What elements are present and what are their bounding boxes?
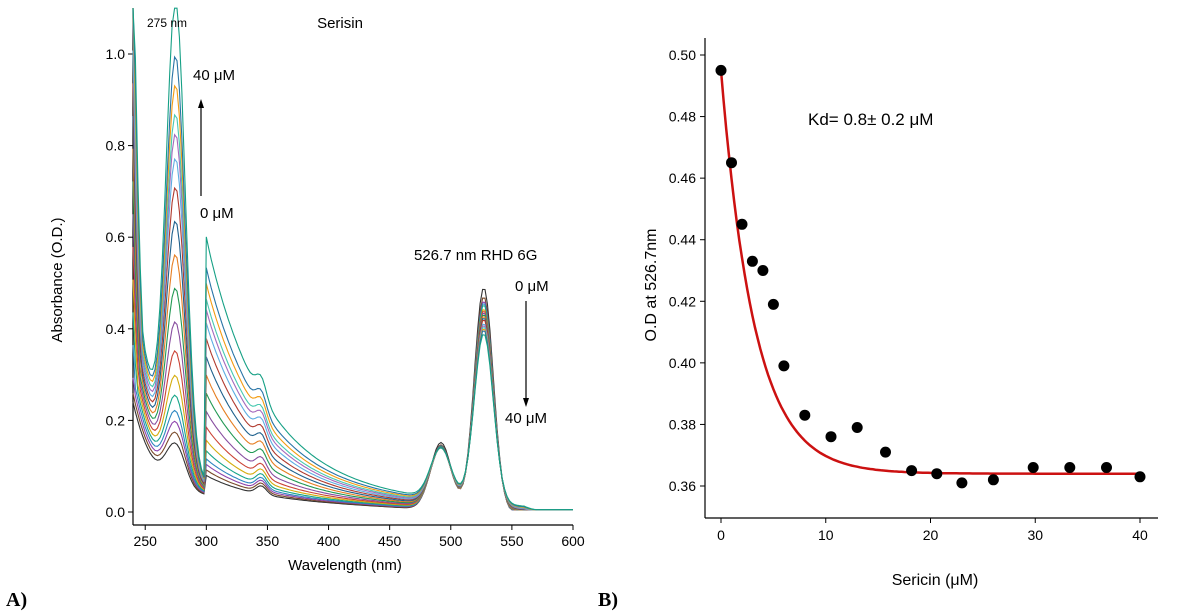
- a-y-tick-label: 0.6: [106, 229, 126, 245]
- b-data-point: [767, 298, 779, 310]
- a-spectrum-series: [132, 50, 573, 511]
- b-y-tick-label: 0.42: [669, 293, 696, 309]
- b-data-point: [1101, 462, 1112, 473]
- a-peak2-label: 526.7 nm RHD 6G: [414, 247, 537, 264]
- a-y-axis-label: Absorbance (O.D.): [49, 217, 66, 342]
- a-spectrum-series: [132, 115, 573, 511]
- a-peak1-label: 275 nm: [147, 16, 187, 30]
- a-x-tick-label: 250: [134, 533, 158, 549]
- a-x-tick-label: 550: [500, 533, 524, 549]
- panel-b-chart: 0 10 20 30 40 0.36 0.38 0.40 0.42 0.44 0.46 0.48 0.5…: [643, 38, 1158, 589]
- b-x-tick-label: 0: [717, 527, 725, 543]
- b-data-point: [1064, 462, 1076, 473]
- a-y-tick-label: 0.2: [106, 412, 126, 428]
- b-data-point: [757, 265, 769, 276]
- a-conc-top-label: 40 μM: [193, 67, 235, 84]
- b-data-point: [825, 431, 837, 443]
- a-spectrum-series: [132, 83, 573, 511]
- panel-a-chart: 250 300 350 400 450 500 550 600 0.0 0.2 0.4 0.6 0.8 1…: [49, 7, 585, 574]
- a-x-tick-label: 350: [256, 533, 280, 549]
- b-data-points: [715, 64, 1146, 489]
- a-y-tick-label: 0.0: [106, 504, 126, 520]
- b-data-point: [931, 468, 943, 480]
- b-x-tick-label: 30: [1027, 527, 1043, 543]
- a-x-tick-label: 400: [317, 533, 341, 549]
- a-conc-bottom-label: 0 μM: [200, 205, 234, 222]
- b-fit-curve: [719, 70, 1142, 479]
- b-y-tick-label: 0.38: [669, 416, 696, 432]
- b-x-tick-label: 20: [923, 527, 939, 543]
- a-spectra-curves: [132, 7, 573, 511]
- b-x-tick-label: 10: [818, 527, 834, 543]
- b-y-tick-label: 0.50: [669, 47, 696, 63]
- a-y-tick-label: 0.4: [106, 321, 126, 337]
- a-arrow-down-head: [523, 398, 529, 407]
- b-x-axis-label: Sericin (μM): [892, 572, 979, 589]
- b-kd-annotation: Kd= 0.8± 0.2 μM: [808, 110, 933, 129]
- b-data-point: [736, 218, 748, 230]
- b-y-tick-label: 0.40: [669, 355, 696, 371]
- panel-b-label: B): [598, 589, 618, 611]
- b-data-point: [799, 409, 811, 421]
- b-data-point: [746, 255, 758, 267]
- a-title: Serisin: [317, 15, 363, 32]
- b-y-tick-label: 0.48: [669, 109, 696, 125]
- b-data-point: [880, 446, 891, 458]
- a-x-axis-label: Wavelength (nm): [288, 557, 402, 574]
- a-arrow-up-head: [198, 99, 204, 108]
- b-y-tick-label: 0.44: [669, 232, 696, 248]
- panel-a-label: A): [6, 589, 27, 611]
- b-data-point: [1027, 462, 1039, 473]
- b-data-point: [956, 477, 968, 489]
- a-x-tick-label: 500: [439, 533, 463, 549]
- b-data-point: [987, 474, 999, 486]
- a-y-tick-label: 1.0: [106, 46, 126, 62]
- a-y-tick-label: 0.8: [106, 138, 126, 154]
- b-data-point: [726, 157, 737, 169]
- b-data-point: [851, 422, 863, 433]
- b-data-point: [715, 64, 727, 76]
- a-conc-top2-label: 0 μM: [515, 278, 549, 295]
- b-y-tick-label: 0.36: [669, 478, 696, 494]
- a-x-tick-label: 600: [561, 533, 585, 549]
- b-x-tick-label: 40: [1132, 527, 1148, 543]
- a-x-tick-label: 300: [195, 533, 219, 549]
- b-y-axis-label: O.D at 526.7nm: [643, 229, 660, 342]
- b-data-point: [1134, 471, 1146, 483]
- a-spectrum-series: [132, 7, 573, 511]
- a-x-tick-label: 450: [378, 533, 402, 549]
- b-data-point: [778, 360, 790, 372]
- b-y-tick-label: 0.46: [669, 170, 696, 186]
- b-data-point: [906, 465, 918, 477]
- a-conc-bottom2-label: 40 μM: [505, 410, 547, 427]
